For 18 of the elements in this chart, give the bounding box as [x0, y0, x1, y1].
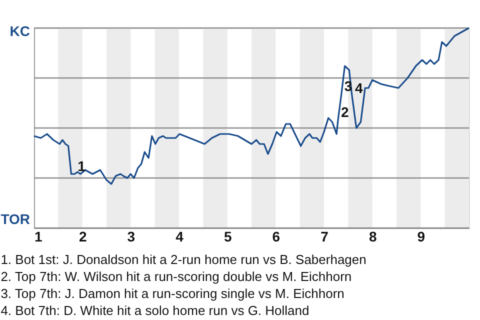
- annotation: 1: [78, 158, 86, 174]
- x-tick-label: 3: [127, 228, 136, 244]
- annotation: 4: [355, 80, 364, 96]
- x-tick-label: 1: [34, 228, 42, 244]
- ref-line-label: TOR: [0, 211, 30, 227]
- text: 2. Top 7th: W. Wilson hit a run-scoring double vs M. Eichhorn: [0, 269, 352, 284]
- x-tick-label: 4: [176, 228, 184, 244]
- annotation: 2: [341, 104, 350, 120]
- text: 4. Bot 7th: D. White hit a solo home run vs G. Holland: [0, 303, 310, 318]
- x-tick-label: 6: [272, 228, 280, 244]
- x-tick-label: 2: [78, 228, 87, 244]
- x-tick-label: 7: [320, 228, 329, 244]
- text: 1. Bot 1st: J. Donaldson hit a 2-run home run vs B. Saberhagen: [0, 252, 366, 267]
- text: 3. Top 7th: J. Damon hit a run-scoring single vs M. Eichhorn: [0, 286, 344, 301]
- ref-line-label: KC: [10, 23, 30, 39]
- x-tick-label: 8: [368, 228, 377, 244]
- x-tick-label: 9: [417, 228, 426, 244]
- x-tick-label: 5: [224, 228, 232, 244]
